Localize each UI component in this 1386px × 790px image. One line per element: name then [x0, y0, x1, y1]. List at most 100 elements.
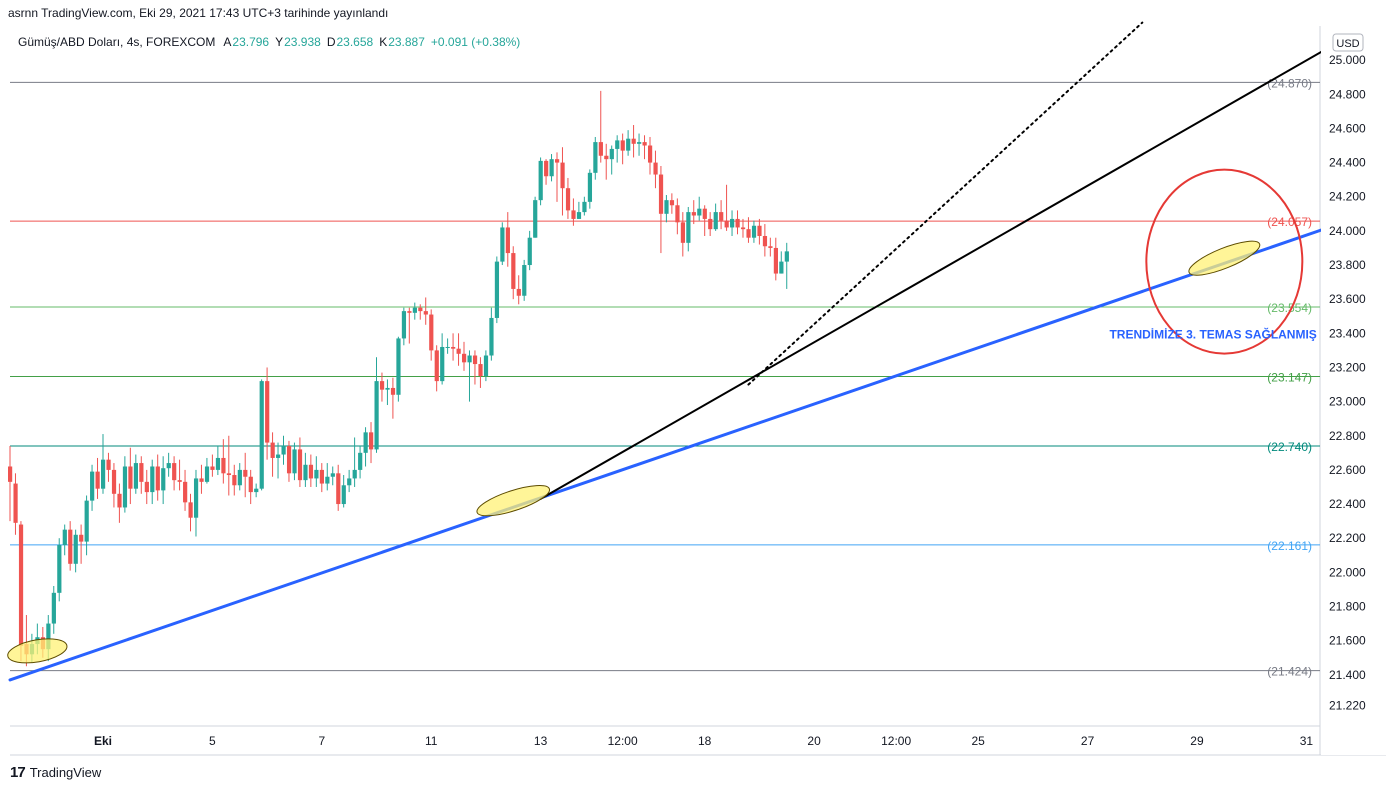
candle[interactable] — [68, 521, 73, 571]
candle[interactable] — [281, 435, 286, 465]
candle[interactable] — [494, 256, 500, 324]
candle[interactable] — [297, 437, 303, 487]
candle[interactable] — [303, 452, 308, 487]
candle[interactable] — [631, 125, 636, 158]
candle[interactable] — [336, 464, 341, 511]
candle[interactable] — [500, 222, 505, 266]
candle[interactable] — [265, 367, 270, 460]
candle[interactable] — [571, 198, 576, 226]
candle[interactable] — [429, 309, 434, 361]
candle[interactable] — [100, 434, 106, 494]
candle[interactable] — [565, 177, 571, 219]
plot-area[interactable] — [10, 26, 1320, 726]
candle[interactable] — [582, 196, 587, 216]
candle[interactable] — [358, 446, 363, 479]
candle[interactable] — [773, 237, 778, 281]
candle[interactable] — [620, 133, 625, 165]
candle[interactable] — [462, 341, 467, 371]
candle[interactable] — [445, 338, 450, 354]
candle[interactable] — [319, 463, 324, 493]
candle[interactable] — [740, 218, 746, 238]
candle[interactable] — [330, 466, 335, 486]
candle[interactable] — [472, 350, 478, 385]
candle[interactable] — [516, 275, 521, 305]
candle[interactable] — [478, 357, 483, 388]
candle[interactable] — [259, 379, 264, 491]
candle[interactable] — [385, 379, 390, 406]
candle[interactable] — [708, 212, 713, 236]
candle[interactable] — [106, 452, 111, 482]
candle[interactable] — [560, 147, 565, 216]
candle[interactable] — [286, 440, 292, 482]
candle[interactable] — [188, 493, 193, 532]
candle[interactable] — [626, 130, 631, 156]
red-circle-marker[interactable] — [1145, 168, 1304, 355]
candle[interactable] — [8, 446, 13, 522]
candle[interactable] — [243, 452, 248, 498]
candle[interactable] — [779, 251, 784, 274]
candle[interactable] — [347, 469, 352, 493]
candle[interactable] — [669, 193, 675, 214]
candle[interactable] — [215, 446, 221, 476]
candle[interactable] — [440, 333, 445, 385]
candle[interactable] — [412, 302, 417, 320]
candle[interactable] — [325, 463, 330, 491]
candle[interactable] — [576, 201, 582, 219]
candle[interactable] — [538, 157, 543, 206]
candle[interactable] — [374, 357, 379, 453]
candle[interactable] — [451, 333, 456, 361]
candle[interactable] — [73, 529, 78, 573]
candle[interactable] — [314, 456, 319, 487]
candle[interactable] — [276, 442, 281, 479]
candle[interactable] — [505, 212, 510, 267]
candle[interactable] — [95, 457, 100, 499]
candle[interactable] — [183, 469, 188, 511]
candle[interactable] — [352, 437, 357, 487]
candle[interactable] — [57, 538, 62, 602]
candle[interactable] — [270, 432, 275, 477]
candle[interactable] — [456, 333, 461, 366]
candle[interactable] — [604, 143, 609, 180]
candle[interactable] — [423, 297, 428, 325]
candle[interactable] — [117, 483, 122, 523]
touch-highlight-ellipse[interactable] — [1185, 235, 1263, 282]
candle[interactable] — [155, 454, 160, 501]
candle[interactable] — [210, 454, 215, 477]
candle[interactable] — [691, 200, 696, 225]
candle[interactable] — [544, 159, 549, 185]
candle[interactable] — [292, 442, 297, 481]
trend-line-black[interactable] — [539, 43, 1335, 500]
candle[interactable] — [653, 150, 658, 189]
candle[interactable] — [675, 198, 680, 235]
candle[interactable] — [757, 218, 762, 245]
candle[interactable] — [664, 195, 669, 223]
candle[interactable] — [226, 435, 231, 496]
candle[interactable] — [527, 230, 532, 271]
candle[interactable] — [467, 350, 472, 402]
candle[interactable] — [719, 200, 724, 230]
candle[interactable] — [593, 136, 598, 180]
candle[interactable] — [418, 304, 423, 320]
candle[interactable] — [784, 242, 789, 289]
candle[interactable] — [751, 220, 757, 243]
candle[interactable] — [390, 377, 396, 419]
candle[interactable] — [598, 90, 603, 163]
candle[interactable] — [150, 459, 155, 505]
candle[interactable] — [51, 586, 56, 634]
candle[interactable] — [533, 196, 538, 238]
trend-line-blue[interactable] — [8, 224, 1336, 682]
candle[interactable] — [248, 469, 253, 505]
candle[interactable] — [396, 336, 401, 402]
candle[interactable] — [609, 145, 614, 175]
candle[interactable] — [549, 154, 554, 182]
candle[interactable] — [642, 135, 647, 160]
candle[interactable] — [199, 464, 204, 494]
candle[interactable] — [746, 217, 751, 243]
candle[interactable] — [128, 447, 133, 505]
candle[interactable] — [680, 212, 686, 257]
candle[interactable] — [144, 469, 149, 505]
candle[interactable] — [204, 457, 210, 484]
candle[interactable] — [511, 246, 516, 300]
candle[interactable] — [615, 135, 620, 163]
